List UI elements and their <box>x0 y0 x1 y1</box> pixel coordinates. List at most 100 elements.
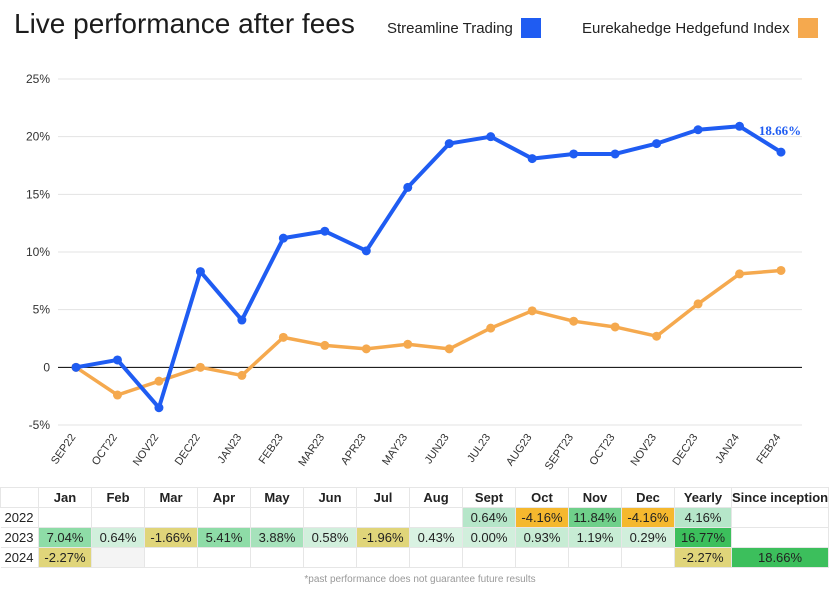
x-tick-label: DEC22 <box>173 432 203 468</box>
table-cell <box>197 547 251 568</box>
x-tick-label: AUG23 <box>504 432 535 468</box>
y-tick-label: -5% <box>29 418 51 432</box>
column-header: Aug <box>409 487 463 508</box>
x-tick-label: MAY23 <box>380 432 410 468</box>
data-point <box>776 265 786 275</box>
x-tick-label: SEPT23 <box>543 432 576 472</box>
table-cell <box>38 507 92 528</box>
column-header: Mar <box>144 487 198 508</box>
column-header: Oct <box>515 487 569 508</box>
data-point <box>112 355 122 365</box>
table-cell: 0.43% <box>409 527 463 548</box>
column-header: May <box>250 487 304 508</box>
table-cell: 7.04% <box>38 527 92 548</box>
legend-item-eurekahedge: Eurekahedge Hedgefund Index <box>582 18 818 38</box>
column-header: Feb <box>91 487 145 508</box>
table-cell: 3.88% <box>250 527 304 548</box>
table-row: 2023 7.04% 0.64% -1.66% 5.41% 3.88% 0.58% -1.96… <box>0 527 830 548</box>
table-cell: 0.93% <box>515 527 569 548</box>
x-tick-label: JAN23 <box>216 432 245 466</box>
data-point <box>610 149 620 159</box>
data-point <box>112 390 122 400</box>
table-cell <box>144 507 198 528</box>
data-point <box>569 149 579 159</box>
table-cell <box>197 507 251 528</box>
data-point <box>278 332 288 342</box>
data-point <box>735 269 745 279</box>
data-point <box>444 344 454 354</box>
table-cell <box>730 507 830 528</box>
x-tick-label: NOV22 <box>131 432 162 468</box>
data-point <box>237 370 247 380</box>
column-header: Nov <box>568 487 622 508</box>
legend-swatch-blue <box>520 18 541 38</box>
data-point <box>610 322 620 332</box>
x-tick-label: JAN24 <box>713 432 742 466</box>
column-header: Since inception <box>730 487 830 508</box>
table-header-row: Jan Feb Mar Apr May Jun Jul Aug Sept Oct Nov Dec Yea… <box>0 487 830 508</box>
data-point <box>361 246 371 256</box>
x-tick-label: OCT22 <box>90 432 120 468</box>
x-tick-label: DEC23 <box>670 432 700 468</box>
x-tick-label: JUL23 <box>465 432 493 465</box>
data-point <box>71 362 81 372</box>
header-corner <box>0 487 39 508</box>
data-point <box>195 267 205 277</box>
table-cell <box>730 527 830 548</box>
table-cell: -2.27% <box>38 547 92 568</box>
data-point <box>486 132 496 142</box>
data-point <box>527 306 537 316</box>
table-row: 2024 -2.27% -2.27% 18.66% <box>0 547 830 568</box>
table-cell: 0.00% <box>462 527 516 548</box>
data-point <box>195 362 205 372</box>
data-point <box>403 182 413 192</box>
legend-swatch-orange <box>797 18 818 38</box>
y-tick-label: 5% <box>33 303 51 317</box>
x-tick-label: MAR23 <box>296 432 327 469</box>
data-point <box>320 340 330 350</box>
table-cell: -4.16% <box>621 507 675 528</box>
table-cell <box>250 547 304 568</box>
row-year-label: 2023 <box>0 527 39 548</box>
table-cell: 16.77% <box>674 527 732 548</box>
table-cell: -1.66% <box>144 527 198 548</box>
column-header: Yearly <box>674 487 732 508</box>
y-tick-label: 0 <box>43 360 50 374</box>
column-header: Sept <box>462 487 516 508</box>
data-point <box>693 299 703 309</box>
x-tick-label: FEB23 <box>257 432 286 466</box>
end-value-annotation: 18.66% <box>759 123 801 138</box>
table-cell <box>356 547 410 568</box>
data-point <box>735 121 745 131</box>
data-point <box>569 316 579 326</box>
table-cell <box>303 547 357 568</box>
data-point <box>652 331 662 341</box>
data-point <box>444 139 454 149</box>
column-header: Jan <box>38 487 92 508</box>
data-point <box>154 376 164 386</box>
data-point <box>693 125 703 135</box>
table-cell: -2.27% <box>674 547 732 568</box>
table-cell <box>91 507 145 528</box>
table-cell <box>409 547 463 568</box>
table-cell: 0.64% <box>462 507 516 528</box>
table-cell <box>303 507 357 528</box>
table-cell <box>462 547 516 568</box>
table-cell <box>515 547 569 568</box>
column-header: Apr <box>197 487 251 508</box>
data-point <box>652 139 662 149</box>
line-chart: 25% 20% 15% 10% 5% 0 -5%SEP22 OCT22 NOV22 DEC22 JA… <box>26 72 802 472</box>
row-year-label: 2024 <box>0 547 39 568</box>
column-header: Jul <box>356 487 410 508</box>
legend-item-streamline: Streamline Trading <box>387 18 541 38</box>
table-cell <box>144 547 198 568</box>
table-cell <box>250 507 304 528</box>
y-tick-label: 25% <box>26 72 50 86</box>
disclaimer-note: *past performance does not guarantee fut… <box>304 574 536 585</box>
data-point <box>527 154 537 164</box>
data-point <box>403 339 413 349</box>
y-tick-label: 15% <box>26 187 50 201</box>
x-tick-label: SEP22 <box>49 432 78 467</box>
x-tick-label: JUN23 <box>423 432 452 466</box>
y-tick-label: 10% <box>26 245 50 259</box>
